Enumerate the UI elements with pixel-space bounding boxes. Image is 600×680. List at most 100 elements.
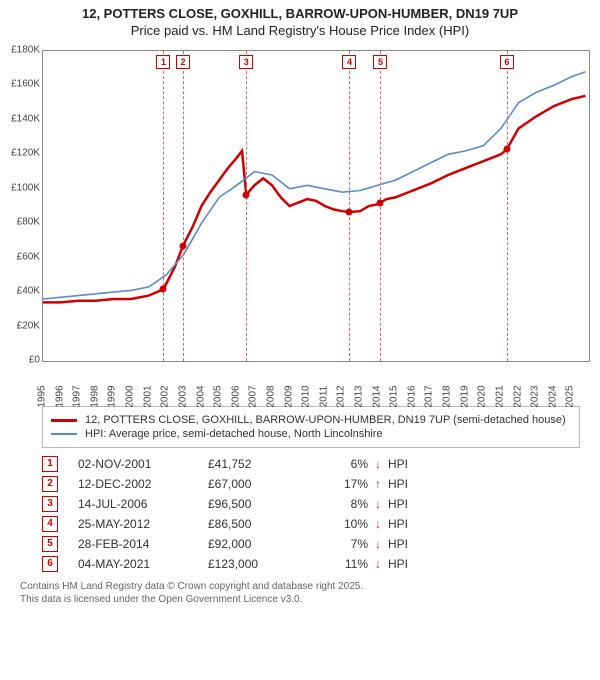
legend-label: 12, POTTERS CLOSE, GOXHILL, BARROW-UPON-… <box>85 414 566 426</box>
table-date: 02-NOV-2001 <box>78 457 208 471</box>
x-tick-label: 2014 <box>371 385 382 407</box>
table-pct: 17% <box>318 477 368 491</box>
legend-row: 12, POTTERS CLOSE, GOXHILL, BARROW-UPON-… <box>51 414 571 426</box>
y-tick-label: £180K <box>0 45 40 56</box>
y-tick-label: £0 <box>0 355 40 366</box>
sale-marker-box: 4 <box>342 55 356 69</box>
table-pct: 7% <box>318 537 368 551</box>
x-tick-label: 2009 <box>283 385 294 407</box>
x-tick-label: 2000 <box>125 385 136 407</box>
x-tick-label: 1999 <box>107 385 118 407</box>
table-pct: 10% <box>318 517 368 531</box>
table-price: £96,500 <box>208 497 318 511</box>
arrow-down-icon: ↓ <box>368 497 388 511</box>
x-tick-label: 2012 <box>336 385 347 407</box>
arrow-up-icon: ↑ <box>368 477 388 491</box>
table-marker: 6 <box>42 556 58 572</box>
legend-swatch <box>51 419 77 422</box>
x-tick-label: 1995 <box>37 385 48 407</box>
table-date: 12-DEC-2002 <box>78 477 208 491</box>
x-tick-label: 2025 <box>565 385 576 407</box>
table-hpi-label: HPI <box>388 517 428 531</box>
sale-vline <box>507 51 508 361</box>
plot-area: 123456 <box>42 50 590 362</box>
chart: £0£20K£40K£60K£80K£100K£120K£140K£160K£1… <box>0 40 600 400</box>
table-marker: 1 <box>42 456 58 472</box>
y-tick-label: £20K <box>0 320 40 331</box>
y-tick-label: £120K <box>0 148 40 159</box>
footer-line2: This data is licensed under the Open Gov… <box>20 593 580 606</box>
x-tick-label: 2005 <box>213 385 224 407</box>
arrow-down-icon: ↓ <box>368 517 388 531</box>
x-tick-label: 2001 <box>142 385 153 407</box>
sale-vline <box>349 51 350 361</box>
x-tick-label: 2011 <box>318 386 329 408</box>
sale-dot <box>346 209 353 216</box>
x-tick-label: 1996 <box>54 385 65 407</box>
legend-row: HPI: Average price, semi-detached house,… <box>51 428 571 440</box>
sale-marker-box: 3 <box>239 55 253 69</box>
sale-dot <box>503 146 510 153</box>
sale-vline <box>183 51 184 361</box>
x-tick-label: 1997 <box>72 385 83 407</box>
x-tick-label: 2006 <box>230 385 241 407</box>
x-tick-label: 2015 <box>389 385 400 407</box>
x-tick-label: 2017 <box>424 385 435 407</box>
table-hpi-label: HPI <box>388 477 428 491</box>
arrow-down-icon: ↓ <box>368 457 388 471</box>
table-date: 28-FEB-2014 <box>78 537 208 551</box>
table-marker: 2 <box>42 476 58 492</box>
x-tick-label: 2022 <box>512 385 523 407</box>
sale-vline <box>246 51 247 361</box>
table-price: £123,000 <box>208 557 318 571</box>
y-tick-label: £60K <box>0 251 40 262</box>
x-tick-label: 2021 <box>494 385 505 407</box>
table-row: 102-NOV-2001£41,7526%↓HPI <box>42 456 580 472</box>
table-date: 14-JUL-2006 <box>78 497 208 511</box>
legend-swatch <box>51 433 77 435</box>
table-row: 425-MAY-2012£86,50010%↓HPI <box>42 516 580 532</box>
table-hpi-label: HPI <box>388 537 428 551</box>
table-price: £86,500 <box>208 517 318 531</box>
sale-dot <box>377 199 384 206</box>
arrow-down-icon: ↓ <box>368 557 388 571</box>
page: 12, POTTERS CLOSE, GOXHILL, BARROW-UPON-… <box>0 0 600 606</box>
sale-marker-box: 6 <box>500 55 514 69</box>
table-pct: 11% <box>318 557 368 571</box>
sale-vline <box>163 51 164 361</box>
table-date: 04-MAY-2021 <box>78 557 208 571</box>
title-address: 12, POTTERS CLOSE, GOXHILL, BARROW-UPON-… <box>10 6 590 21</box>
x-tick-label: 2020 <box>477 385 488 407</box>
table-hpi-label: HPI <box>388 497 428 511</box>
table-price: £92,000 <box>208 537 318 551</box>
x-tick-label: 2003 <box>177 385 188 407</box>
y-tick-label: £100K <box>0 182 40 193</box>
sale-dot <box>160 286 167 293</box>
series-hpi <box>43 72 586 299</box>
sale-dot <box>243 191 250 198</box>
sale-dot <box>180 242 187 249</box>
x-tick-label: 2004 <box>195 385 206 407</box>
sale-marker-box: 5 <box>373 55 387 69</box>
title-subtitle: Price paid vs. HM Land Registry's House … <box>10 23 590 38</box>
x-tick-label: 2010 <box>301 385 312 407</box>
series-price_paid <box>43 96 586 303</box>
table-row: 528-FEB-2014£92,0007%↓HPI <box>42 536 580 552</box>
x-tick-label: 2002 <box>160 385 171 407</box>
x-tick-label: 2019 <box>459 385 470 407</box>
x-tick-label: 2013 <box>354 385 365 407</box>
x-tick-label: 2023 <box>530 385 541 407</box>
sales-table: 102-NOV-2001£41,7526%↓HPI212-DEC-2002£67… <box>42 456 580 572</box>
sale-marker-box: 1 <box>156 55 170 69</box>
x-tick-label: 2008 <box>265 385 276 407</box>
x-tick-label: 2007 <box>248 385 259 407</box>
table-row: 314-JUL-2006£96,5008%↓HPI <box>42 496 580 512</box>
y-tick-label: £140K <box>0 113 40 124</box>
y-tick-label: £40K <box>0 286 40 297</box>
legend-label: HPI: Average price, semi-detached house,… <box>85 428 383 440</box>
table-row: 212-DEC-2002£67,00017%↑HPI <box>42 476 580 492</box>
legend: 12, POTTERS CLOSE, GOXHILL, BARROW-UPON-… <box>42 406 580 448</box>
table-pct: 8% <box>318 497 368 511</box>
footer: Contains HM Land Registry data © Crown c… <box>20 580 580 606</box>
x-tick-label: 2018 <box>442 385 453 407</box>
